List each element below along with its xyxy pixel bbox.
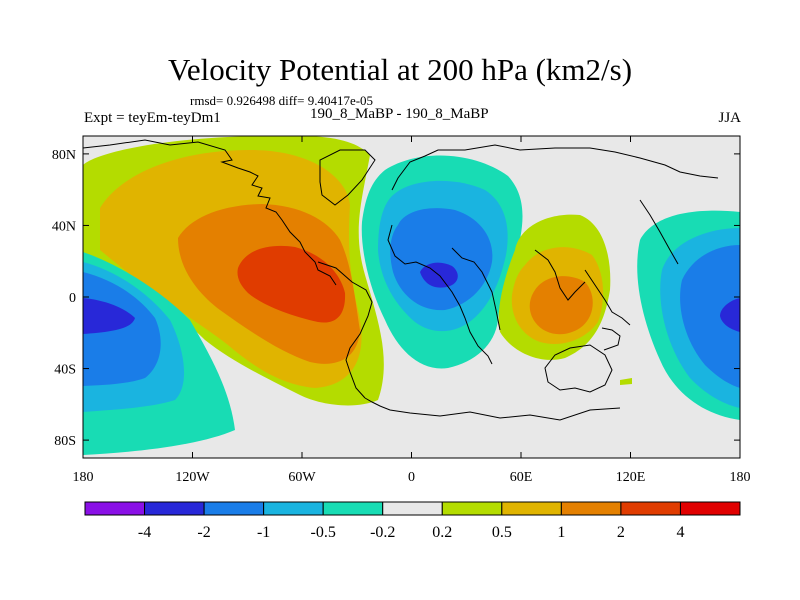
stats-label: rmsd= 0.926498 diff= 9.40417e-05 — [190, 93, 374, 108]
x-tick-label: 120W — [175, 470, 210, 485]
colorbar-swatch — [441, 501, 503, 516]
x-tick-label: 120E — [616, 470, 646, 485]
chart-title: Velocity Potential at 200 hPa (km2/s) — [167, 52, 633, 87]
colorbar-level-label: 0.5 — [492, 524, 512, 541]
coast-africa-west — [387, 224, 493, 365]
coast-australia — [544, 344, 613, 393]
case-label: 190_8_MaBP - 190_8_MaBP — [310, 106, 489, 122]
y-tick-label: 40N — [52, 219, 76, 234]
x-tick-label: 180 — [73, 470, 94, 485]
contour-field — [83, 136, 740, 458]
positive-lobe-2 — [237, 245, 346, 323]
colorbar-level-label: -1 — [257, 524, 270, 541]
colorbar-swatch — [620, 501, 681, 516]
season-label: JJA — [718, 110, 741, 126]
coast-greenland — [319, 149, 376, 206]
colorbar-swatch — [501, 501, 562, 516]
x-tick-label: 60W — [288, 470, 316, 485]
coast-maritime — [601, 327, 621, 351]
colorbar-swatch — [322, 501, 384, 516]
x-tick-label: 60E — [510, 470, 533, 485]
colorbar-level-label: 4 — [676, 524, 684, 541]
colorbar-level-label: 0.2 — [432, 524, 452, 541]
coast-antarctica — [364, 397, 621, 421]
coastlines — [83, 139, 719, 421]
west-negative-1 — [83, 272, 161, 386]
colorbar-swatch — [144, 501, 205, 516]
y-tick-label: 80S — [54, 434, 76, 449]
experiment-label: Expt = teyEm-teyDm1 — [84, 110, 221, 126]
x-tick-label: 0 — [408, 470, 415, 485]
colorbar-swatch — [382, 501, 443, 516]
colorbar-swatch — [679, 501, 741, 516]
coast-east-asia — [639, 199, 679, 265]
colorbar-level-label: 2 — [617, 524, 625, 541]
colorbar-swatch — [560, 501, 622, 516]
colorbar-level-label: 1 — [557, 524, 565, 541]
y-tick-label: 0 — [69, 291, 76, 306]
coast-south-america — [317, 261, 373, 399]
y-tick-label: 80N — [52, 148, 76, 163]
colorbar-swatch — [263, 501, 324, 516]
coast-india — [534, 249, 586, 301]
negative-center-1 — [390, 208, 493, 311]
east-negative-2 — [720, 298, 740, 332]
east-negative-1 — [680, 245, 740, 388]
coast-north-america — [83, 139, 337, 286]
colorbar-level-label: -0.5 — [311, 524, 336, 541]
colorbar-swatch — [203, 501, 265, 516]
west-negative-2 — [83, 298, 135, 334]
colorbar-level-label: -2 — [197, 524, 210, 541]
teal-spot — [620, 378, 632, 385]
colorbar-level-label: -4 — [138, 524, 151, 541]
colorbar-level-label: -0.2 — [370, 524, 395, 541]
coast-africa-east — [451, 247, 501, 331]
colorbar-swatch — [84, 501, 146, 516]
colorbar: -4 -2 -1 -0.5 -0.2 0.2 0.5 1 2 4 — [84, 501, 741, 541]
coast-europe-asia — [391, 144, 719, 191]
indian-positive-1 — [529, 276, 593, 335]
coast-se-asia — [584, 269, 631, 326]
y-tick-label: 40S — [54, 363, 76, 378]
x-tick-label: 180 — [730, 470, 751, 485]
axes: 180 120W 60W 0 60E 120E 180 80N 40N 0 40S 80S — [52, 136, 751, 485]
